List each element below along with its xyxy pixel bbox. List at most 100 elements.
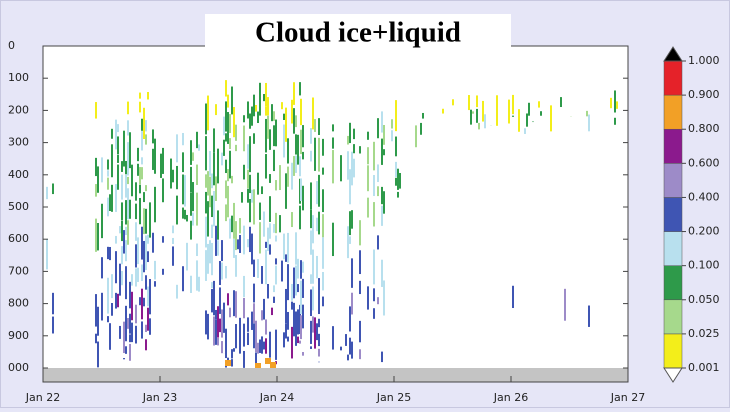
cloud-streak <box>322 237 324 268</box>
cloud-streak <box>273 224 275 233</box>
cloud-streak <box>253 260 255 277</box>
cloud-streak <box>129 200 131 219</box>
cloud-streak <box>152 149 154 170</box>
cloud-streak <box>442 109 444 114</box>
cloud-streak <box>235 221 237 250</box>
cloud-streak <box>147 92 149 99</box>
cloud-streak <box>251 234 253 265</box>
cloud-streak <box>145 120 147 131</box>
cloud-streak <box>257 259 259 278</box>
cloud-streak <box>359 349 361 359</box>
cloud-streak <box>190 140 192 165</box>
cloud-streak <box>310 346 312 349</box>
cloud-streak <box>420 123 422 135</box>
cloud-streak <box>129 132 131 168</box>
cloud-streak <box>295 115 297 127</box>
cloud-streak <box>271 308 273 315</box>
cloud-streak <box>137 268 139 282</box>
cloud-streak <box>263 299 265 320</box>
cloud-streak <box>123 322 125 353</box>
cloud-streak <box>196 193 198 226</box>
cloud-streak <box>225 329 227 358</box>
cloud-streak <box>162 178 164 202</box>
cloud-streak <box>340 155 342 181</box>
cloud-streak <box>207 171 209 195</box>
cloud-streak <box>219 261 221 285</box>
cloud-streak <box>227 186 229 217</box>
colorbar-segment <box>664 334 682 368</box>
y-tick-label: 500 <box>8 200 29 213</box>
cloud-streak <box>267 228 269 251</box>
cloud-streak <box>484 114 486 128</box>
cloud-streak <box>192 213 194 226</box>
cloud-streak <box>318 138 320 172</box>
cloud-streak <box>255 353 257 365</box>
cloud-streak <box>139 297 141 305</box>
cloud-streak <box>117 136 119 154</box>
cloud-streak <box>310 289 312 316</box>
cloud-streak <box>257 173 259 195</box>
cloud-streak <box>117 165 119 190</box>
cloud-streak <box>253 284 255 303</box>
x-tick-label: Jan 23 <box>142 391 177 404</box>
cloud-streak <box>251 190 253 203</box>
cloud-streak <box>295 134 297 154</box>
cloud-streak <box>314 119 316 132</box>
cloud-streak <box>247 101 249 118</box>
cloud-streak <box>287 233 289 263</box>
cloud-streak <box>261 310 263 320</box>
cloud-streak <box>526 113 528 126</box>
cloud-streak <box>295 266 297 296</box>
cloud-streak <box>349 236 351 244</box>
cloud-streak <box>310 321 312 344</box>
cloud-streak <box>205 310 207 334</box>
cloud-streak <box>127 177 129 184</box>
cloud-streak <box>196 165 198 185</box>
cloud-streak <box>318 175 320 207</box>
cloud-streak <box>215 176 217 201</box>
cloud-streak <box>176 166 178 189</box>
cloud-streak <box>359 146 361 153</box>
cloud-streak <box>172 246 174 265</box>
cloud-streak <box>251 107 253 126</box>
cloud-streak <box>141 131 143 150</box>
cloud-streak <box>145 235 147 270</box>
cloud-streak <box>196 260 198 290</box>
cloud-streak <box>314 317 316 348</box>
cloud-streak <box>347 136 349 145</box>
cloud-streak <box>415 125 417 147</box>
cloud-streak <box>176 134 178 162</box>
cloud-streak <box>205 104 207 135</box>
cloud-streak <box>318 212 320 235</box>
cloud-streak <box>229 151 231 179</box>
cloud-streak <box>275 120 277 147</box>
cloud-streak <box>241 192 243 203</box>
cloud-streak <box>211 174 213 189</box>
cloud-streak <box>297 284 299 292</box>
cloud-streak <box>149 318 151 334</box>
cloud-streak <box>302 279 304 298</box>
cloud-streak <box>332 138 334 149</box>
cloud-streak <box>614 118 616 125</box>
cloud-streak <box>97 166 99 192</box>
cloud-streak <box>312 316 314 332</box>
cloud-streak <box>381 206 383 226</box>
cloud-streak <box>129 282 131 308</box>
cloud-streak <box>253 133 255 144</box>
cloud-streak <box>152 129 154 143</box>
cloud-streak <box>275 236 277 242</box>
cloud-streak <box>117 124 119 132</box>
cloud-streak <box>316 218 318 231</box>
cloud-streak <box>300 315 302 339</box>
cloud-streak <box>217 210 219 239</box>
cloud-streak <box>233 107 235 137</box>
cloud-streak <box>269 196 271 222</box>
cloud-streak <box>127 102 129 115</box>
cloud-streak <box>247 317 249 331</box>
cloud-streak <box>253 95 255 117</box>
cloud-streak <box>125 266 127 299</box>
cloud-streak <box>139 102 141 113</box>
cloud-streak <box>269 332 271 358</box>
cloud-streak <box>119 226 121 233</box>
cloud-streak <box>332 124 334 131</box>
